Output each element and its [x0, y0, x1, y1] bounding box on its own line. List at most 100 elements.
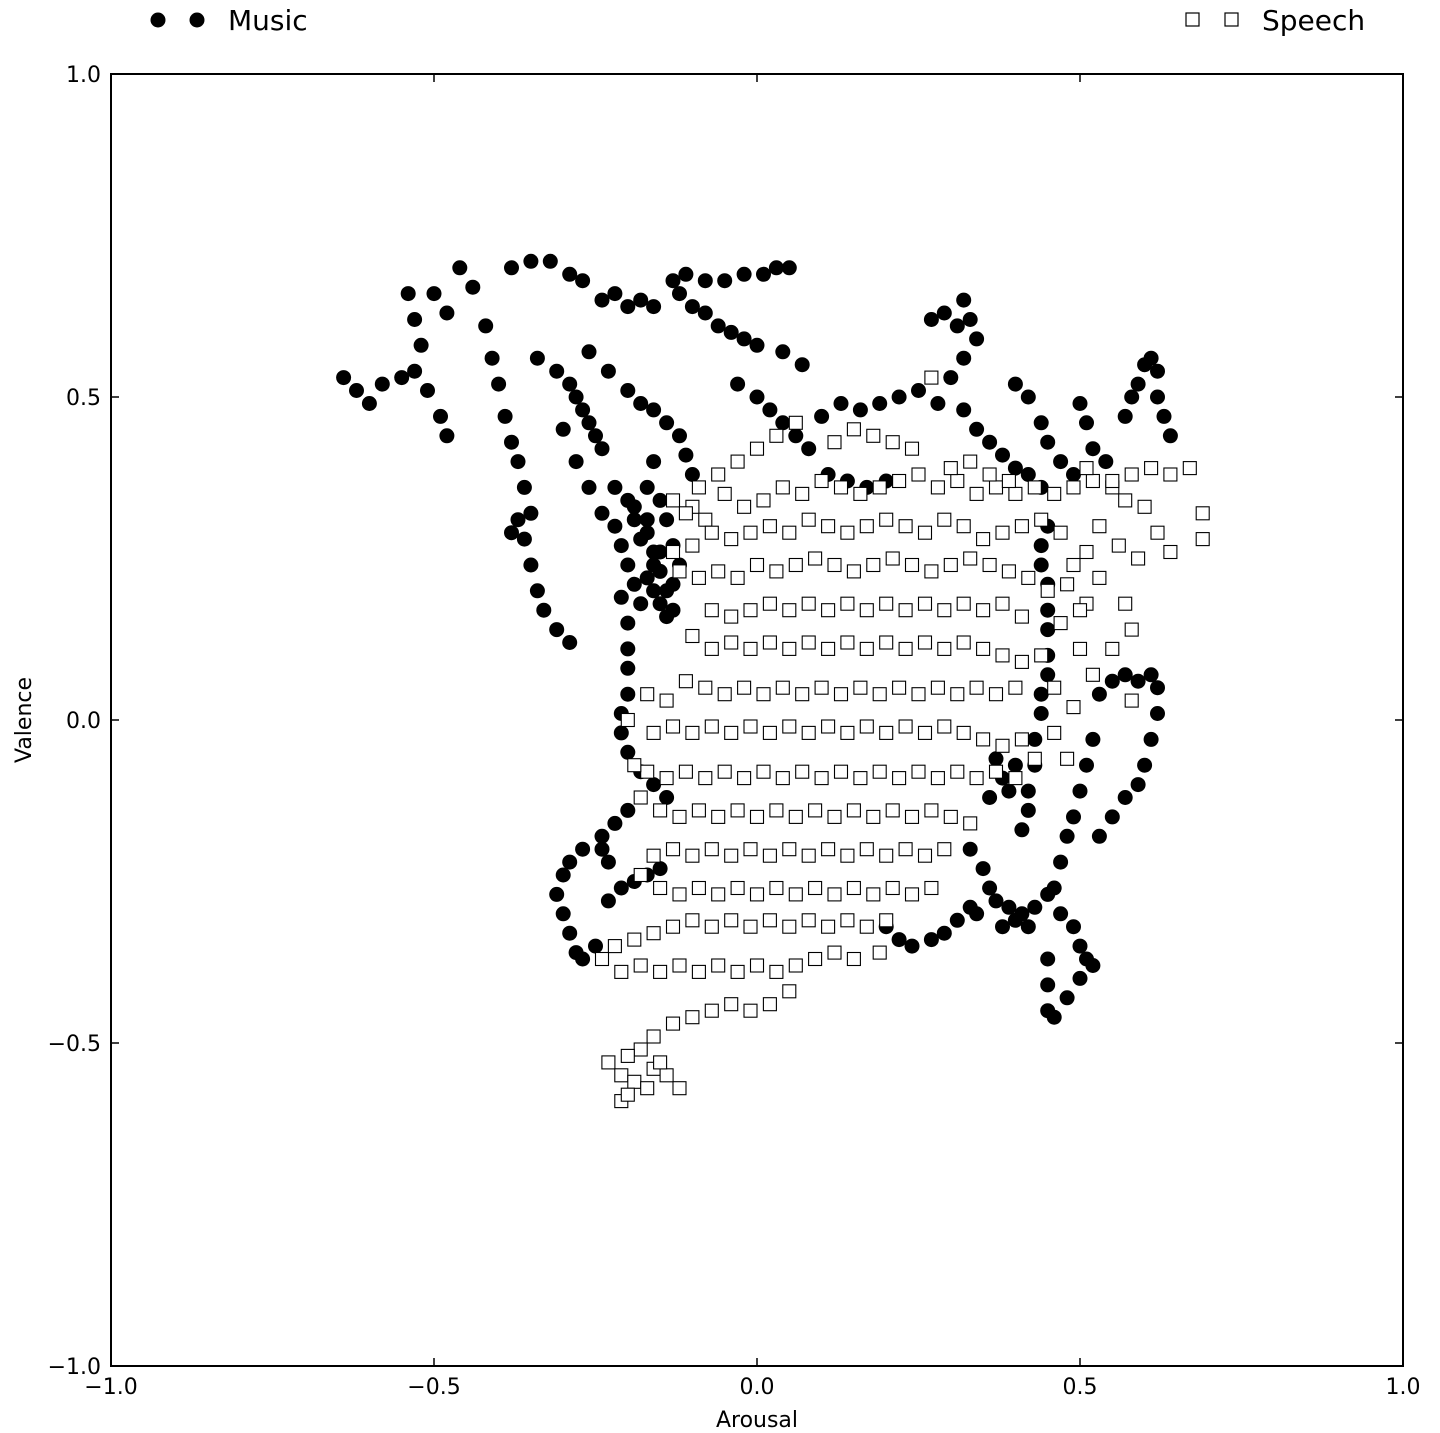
speech-point — [917, 725, 933, 740]
speech-point — [614, 964, 629, 979]
music-point — [1104, 673, 1120, 689]
speech-point — [730, 570, 745, 585]
speech-point — [691, 803, 706, 818]
music-point — [988, 893, 1004, 909]
speech-point — [859, 641, 874, 656]
speech-point — [607, 939, 622, 954]
music-point — [639, 479, 655, 495]
speech-point — [1001, 473, 1016, 489]
music-point — [1117, 667, 1133, 683]
speech-point — [885, 803, 900, 818]
speech-point — [898, 719, 913, 734]
speech-point — [743, 603, 758, 618]
music-point — [652, 544, 668, 560]
speech-point — [892, 771, 907, 786]
music-point — [710, 318, 726, 334]
speech-point — [840, 913, 855, 928]
music-point — [1007, 757, 1023, 773]
speech-point — [711, 467, 726, 482]
music-point — [982, 790, 998, 805]
speech-point — [1034, 648, 1049, 663]
speech-point — [917, 635, 933, 650]
legend-music-marker — [150, 12, 166, 28]
x-tick-label: −1.0 — [84, 1375, 137, 1400]
speech-point — [665, 1016, 681, 1031]
music-point — [781, 260, 797, 276]
music-point — [361, 396, 377, 411]
music-point — [433, 408, 448, 424]
speech-point — [801, 512, 816, 527]
speech-point — [1195, 532, 1210, 547]
speech-point — [821, 919, 836, 934]
music-point — [962, 841, 978, 857]
music-point — [659, 609, 675, 625]
music-point — [575, 402, 591, 418]
speech-point — [885, 551, 900, 566]
speech-point — [737, 680, 752, 695]
music-point — [646, 402, 662, 418]
speech-point — [879, 596, 894, 611]
music-point — [633, 396, 649, 411]
music-point — [549, 886, 565, 902]
y-axis-label: Valence — [12, 677, 37, 763]
y-tick-label: −0.5 — [48, 1032, 101, 1057]
speech-point — [685, 628, 700, 644]
speech-point — [698, 680, 713, 695]
speech-point — [627, 758, 642, 773]
music-point — [607, 286, 623, 302]
speech-point — [1040, 583, 1055, 598]
speech-point — [1034, 512, 1049, 527]
speech-point — [646, 848, 661, 863]
speech-point — [827, 809, 842, 824]
music-point — [452, 260, 468, 276]
speech-point — [1053, 616, 1068, 631]
music-point — [646, 583, 662, 599]
music-point — [1001, 783, 1017, 799]
music-point — [581, 479, 597, 495]
speech-point — [853, 680, 868, 695]
speech-point — [1072, 603, 1088, 618]
x-axis-label: Arousal — [716, 1408, 798, 1433]
music-point — [555, 421, 571, 437]
music-point — [1020, 389, 1036, 405]
speech-point — [717, 687, 732, 702]
speech-point — [1027, 751, 1042, 766]
music-point — [523, 505, 539, 521]
music-point — [717, 273, 733, 289]
speech-point — [898, 603, 913, 618]
music-point — [1137, 757, 1153, 773]
music-point — [995, 919, 1010, 935]
speech-point — [724, 913, 739, 928]
music-point — [911, 383, 926, 398]
speech-point — [601, 1055, 616, 1070]
music-point — [1072, 970, 1088, 986]
speech-point — [885, 880, 900, 896]
series-layer — [336, 253, 1210, 1109]
music-point — [594, 841, 610, 857]
speech-point — [749, 887, 765, 902]
speech-point — [1053, 525, 1068, 540]
music-point — [659, 415, 675, 431]
music-point — [633, 292, 649, 308]
speech-point — [704, 719, 719, 734]
music-point — [536, 602, 552, 618]
speech-point — [1085, 473, 1100, 489]
speech-point — [782, 984, 797, 999]
music-point — [1020, 783, 1036, 799]
speech-point — [833, 687, 849, 702]
speech-point — [814, 680, 829, 695]
speech-point — [749, 809, 765, 824]
speech-point — [988, 764, 1004, 779]
speech-point — [840, 596, 855, 611]
speech-point — [963, 816, 978, 831]
music-point — [374, 376, 390, 392]
speech-point — [633, 958, 648, 973]
speech-point — [833, 764, 849, 779]
music-point — [665, 576, 681, 592]
music-point — [736, 331, 752, 347]
music-point — [504, 260, 519, 276]
legend-entry-speech: Speech — [1185, 4, 1365, 37]
speech-point — [717, 486, 732, 501]
music-point — [1150, 389, 1165, 405]
